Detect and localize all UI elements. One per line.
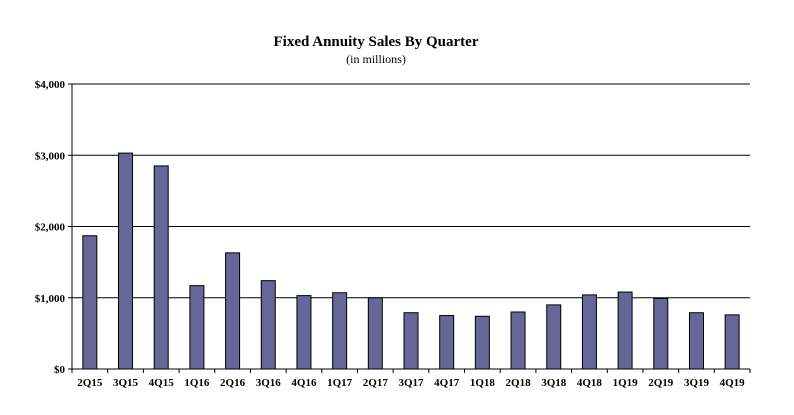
bar-3Q15 bbox=[118, 152, 134, 370]
x-tick-label: 3Q18 bbox=[541, 377, 567, 389]
bar-2Q17 bbox=[367, 297, 383, 370]
x-tick-label: 4Q19 bbox=[720, 377, 746, 389]
bar-1Q19 bbox=[617, 291, 633, 370]
bar-1Q18 bbox=[474, 315, 490, 370]
bar-3Q18 bbox=[546, 304, 562, 370]
y-tick-label: $1,000 bbox=[35, 293, 66, 305]
axes bbox=[68, 83, 751, 373]
bar-2Q19 bbox=[653, 297, 669, 370]
bar-4Q16 bbox=[296, 295, 312, 370]
y-tick-label: $2,000 bbox=[35, 222, 66, 234]
bar-1Q16 bbox=[189, 285, 205, 370]
bar-4Q15 bbox=[153, 165, 169, 370]
bars bbox=[82, 152, 740, 370]
x-tick-label: 2Q17 bbox=[363, 377, 389, 389]
bar-4Q19 bbox=[724, 314, 740, 370]
x-tick-label: 2Q18 bbox=[506, 377, 532, 389]
bar-3Q19 bbox=[688, 312, 704, 370]
y-tick-label: $3,000 bbox=[35, 150, 66, 162]
gridlines bbox=[72, 83, 750, 299]
x-tick-label: 4Q15 bbox=[149, 377, 175, 389]
x-tick-label: 1Q18 bbox=[470, 377, 496, 389]
chart-subtitle: (in millions) bbox=[346, 52, 406, 66]
y-tick-label: $0 bbox=[54, 364, 66, 376]
x-tick-label: 4Q18 bbox=[577, 377, 603, 389]
bar-2Q15 bbox=[82, 235, 98, 370]
bar-2Q16 bbox=[225, 252, 241, 370]
x-tick-label: 3Q19 bbox=[684, 377, 710, 389]
x-tick-label: 3Q15 bbox=[113, 377, 139, 389]
x-tick-label: 2Q16 bbox=[220, 377, 246, 389]
x-tick-label: 3Q16 bbox=[256, 377, 282, 389]
tick-labels: $0 $1,000 $2,000 $3,000 $4,000 2Q15 3Q15 4Q15 1Q… bbox=[35, 79, 745, 389]
x-tick-label: 3Q17 bbox=[398, 377, 424, 389]
x-tick-label: 1Q17 bbox=[327, 377, 353, 389]
x-tick-label: 1Q16 bbox=[184, 377, 210, 389]
bar-1Q17 bbox=[332, 292, 348, 370]
bar-3Q17 bbox=[403, 312, 419, 370]
chart-title: Fixed Annuity Sales By Quarter bbox=[273, 34, 479, 50]
x-tick-label: 1Q19 bbox=[613, 377, 639, 389]
bar-4Q18 bbox=[581, 294, 597, 370]
x-tick-label: 4Q16 bbox=[291, 377, 317, 389]
bar-2Q18 bbox=[510, 311, 526, 370]
y-tick-label: $4,000 bbox=[35, 79, 66, 91]
x-tick-label: 2Q19 bbox=[648, 377, 674, 389]
bar-4Q17 bbox=[439, 315, 455, 370]
x-tick-label: 2Q15 bbox=[77, 377, 103, 389]
bar-3Q16 bbox=[260, 280, 276, 370]
x-tick-label: 4Q17 bbox=[434, 377, 460, 389]
